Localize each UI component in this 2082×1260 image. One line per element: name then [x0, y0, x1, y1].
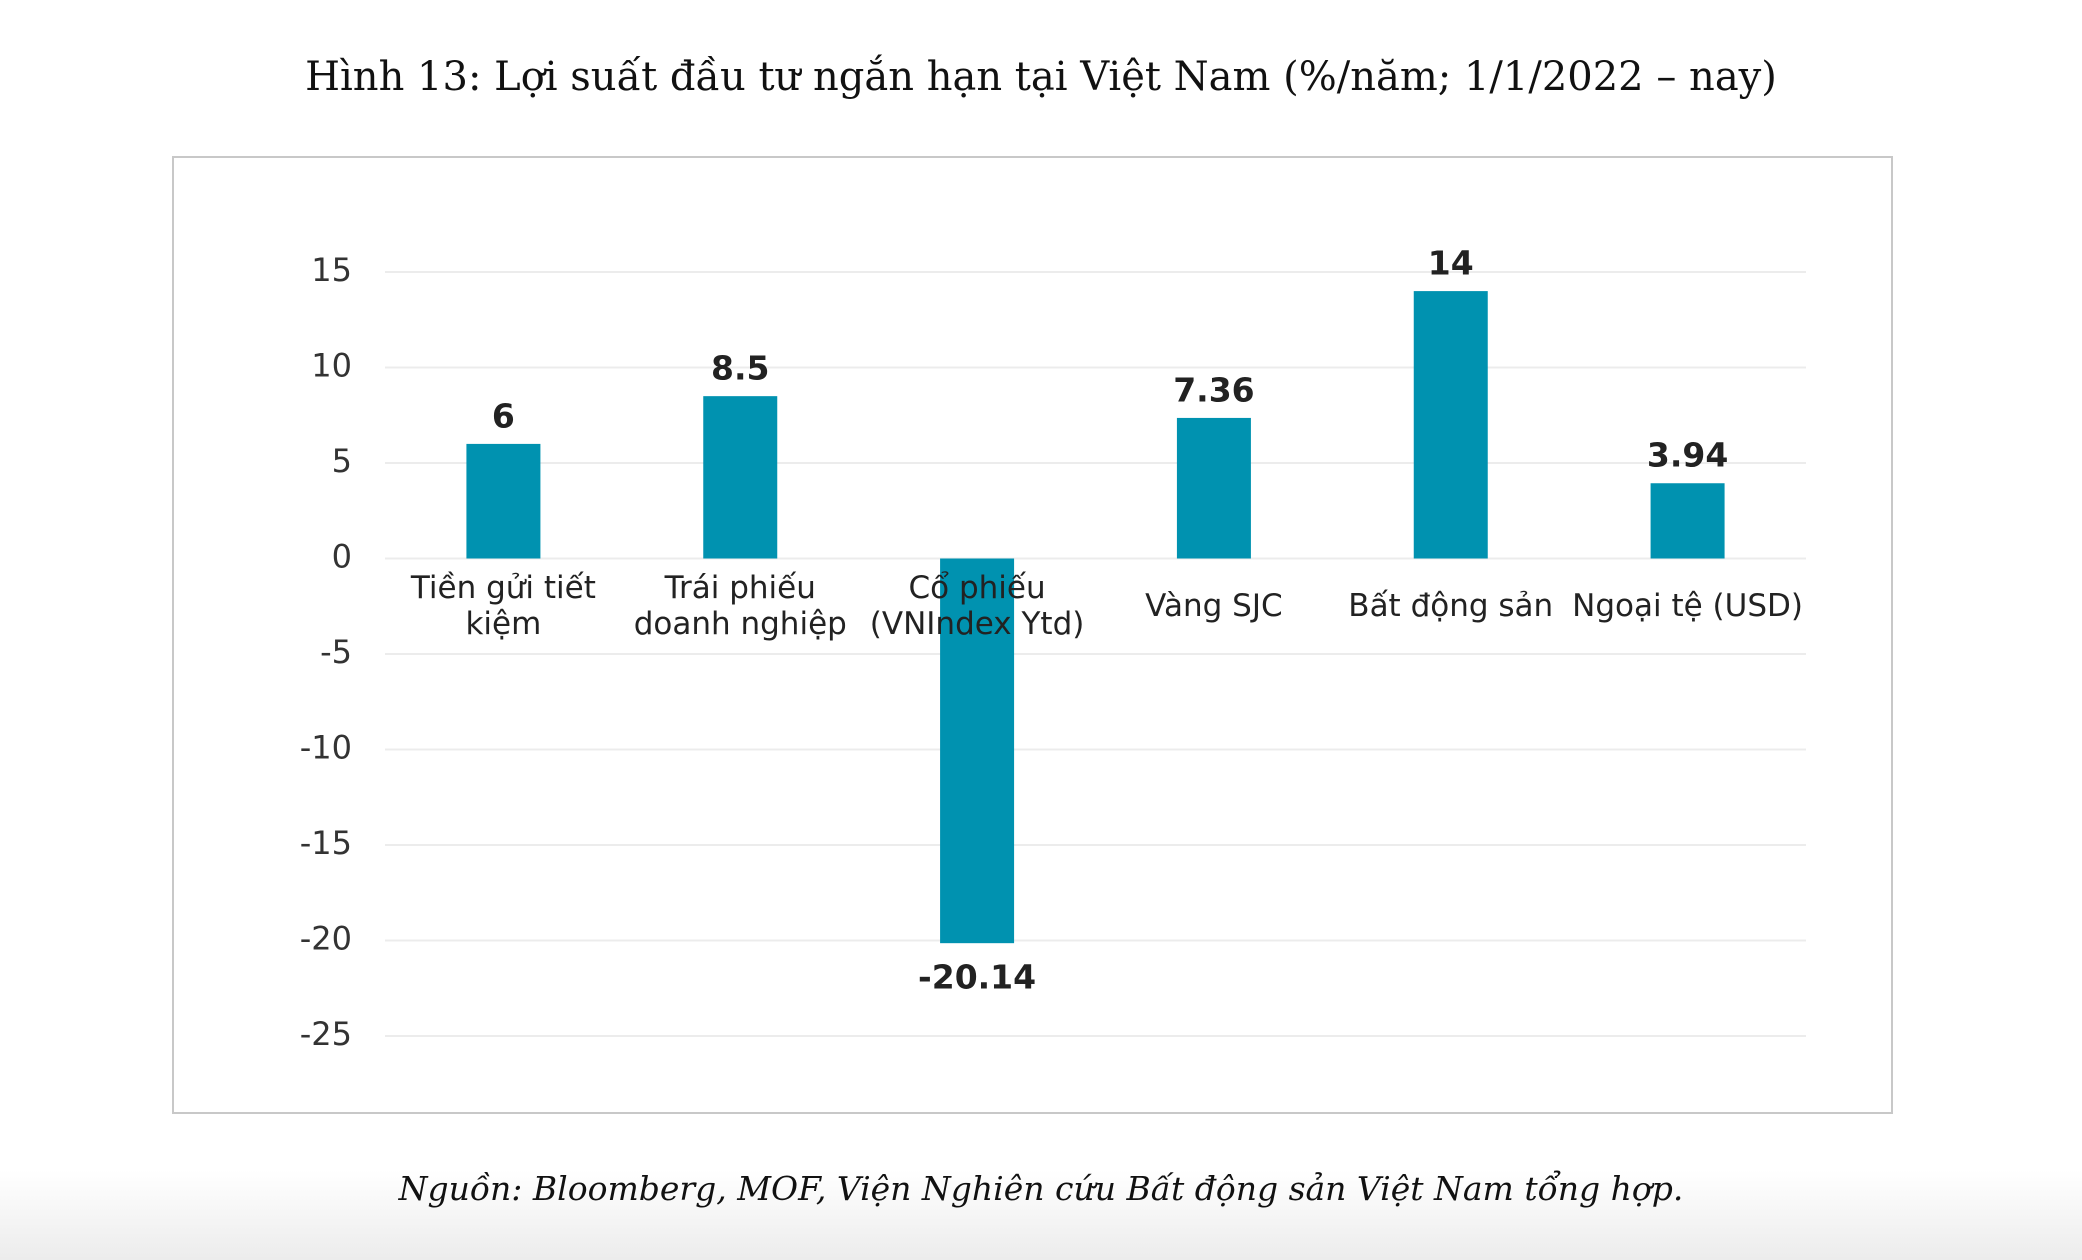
- chart-title: Hình 13: Lợi suất đầu tư ngắn hạn tại Vi…: [305, 54, 1777, 100]
- bar: [940, 558, 1015, 944]
- x-tick-label: Ngoại tệ (USD): [1572, 587, 1803, 624]
- y-tick-label: 10: [311, 347, 352, 385]
- x-tick-label: Vàng SJC: [1145, 587, 1283, 624]
- value-label: 6: [492, 396, 515, 435]
- x-tick-label: Trái phiếu doanh nghiệp: [633, 569, 847, 642]
- y-tick-label: -5: [320, 633, 352, 671]
- bar: [1176, 417, 1251, 559]
- y-tick-label: -25: [300, 1015, 352, 1053]
- y-tick-label: -20: [300, 920, 352, 958]
- y-tick-label: -10: [300, 729, 352, 767]
- x-tick-label: Bất động sản: [1348, 587, 1554, 624]
- value-label: 7.36: [1173, 370, 1254, 409]
- x-tick-label: Tiền gửi tiết kiệm: [410, 569, 596, 642]
- y-tick-label: 15: [311, 251, 352, 289]
- value-label: 3.94: [1647, 436, 1728, 475]
- value-label: 14: [1428, 244, 1474, 283]
- y-tick-label: -15: [300, 824, 352, 862]
- x-tick-label: Cổ phiếu (VNIndex Ytd): [869, 569, 1085, 642]
- bar: [466, 443, 541, 559]
- value-label: 8.5: [711, 349, 769, 388]
- value-label: -20.14: [918, 958, 1036, 997]
- source-note: Nguồn: Bloomberg, MOF, Viện Nghiên cứu B…: [398, 1169, 1684, 1208]
- plot-frame: [172, 156, 1893, 1114]
- bar: [1413, 291, 1488, 559]
- y-tick-label: 0: [332, 538, 352, 576]
- bar: [703, 396, 778, 559]
- y-tick-label: 5: [332, 442, 352, 480]
- bar: [1650, 483, 1725, 559]
